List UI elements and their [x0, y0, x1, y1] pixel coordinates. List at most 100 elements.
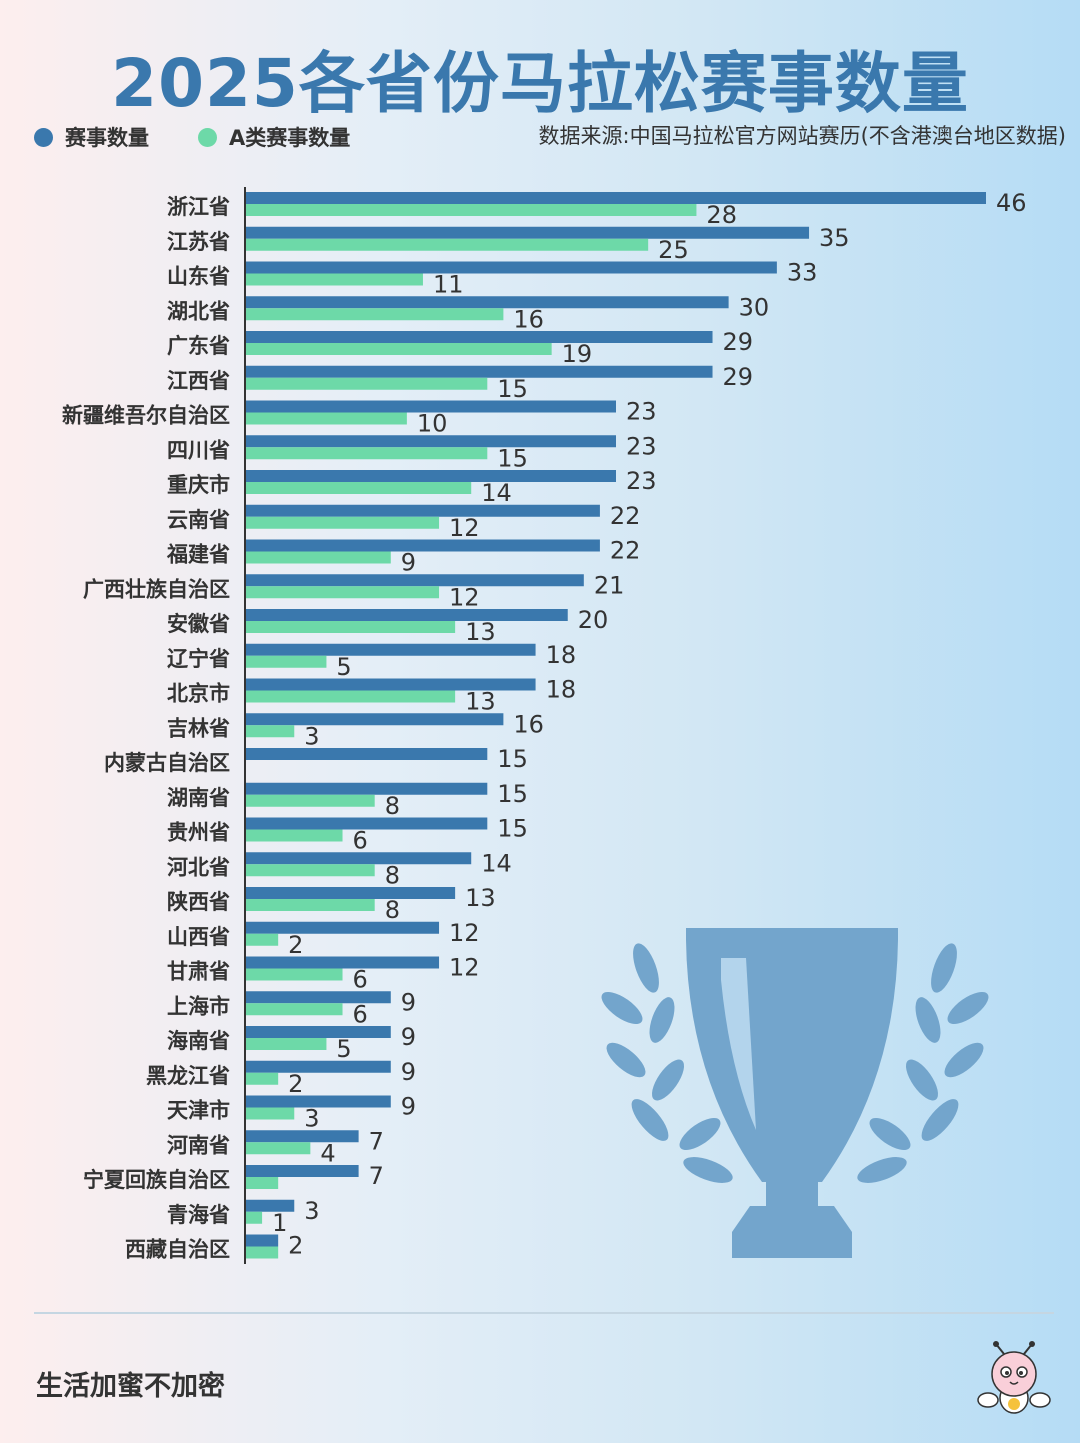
value-label-total: 29: [723, 363, 754, 391]
category-label: 云南省: [167, 508, 230, 532]
bar-total: [246, 713, 504, 726]
value-label-a-class: 15: [497, 444, 528, 472]
value-label-total: 13: [465, 884, 496, 912]
category-label: 西藏自治区: [125, 1238, 230, 1262]
value-label-a-class: 13: [465, 688, 496, 716]
value-label-total: 12: [449, 919, 480, 947]
bar-a-class: [246, 586, 440, 599]
value-label-total: 22: [610, 502, 641, 530]
value-label-total: 21: [594, 571, 625, 599]
bar-a-class: [246, 447, 488, 460]
category-label: 黑龙江省: [146, 1064, 230, 1088]
bar-total: [246, 1199, 295, 1212]
bar-a-class: [246, 794, 375, 807]
value-label-total: 18: [546, 676, 577, 704]
value-label-total: 9: [401, 1093, 416, 1121]
value-label-a-class: 2: [288, 931, 303, 959]
value-label-total: 23: [626, 467, 657, 495]
legend-item-a-class: A类赛事数量: [198, 122, 350, 152]
category-label: 重庆市: [167, 473, 230, 497]
footer-text: 生活加蜜不加密: [36, 1371, 225, 1402]
value-label-a-class: 3: [304, 1105, 319, 1133]
legend-label-a-class: A类赛事数量: [229, 126, 351, 150]
bar-a-class: [246, 1211, 263, 1224]
value-label-a-class: 14: [481, 479, 512, 507]
bar-a-class: [246, 551, 391, 564]
value-label-total: 9: [401, 1058, 416, 1086]
value-label-total: 29: [723, 328, 754, 356]
bar-a-class: [246, 655, 327, 668]
bar-total: [246, 1095, 391, 1108]
legend-dot-total: [34, 127, 53, 147]
value-label-a-class: 6: [353, 1000, 368, 1028]
bar-a-class: [246, 1177, 279, 1189]
legend-item-total: 赛事数量: [34, 122, 149, 152]
value-label-total: 3: [304, 1197, 319, 1225]
value-label-total: 35: [819, 224, 850, 252]
value-label-a-class: 3: [304, 722, 319, 750]
category-label: 广东省: [167, 334, 230, 358]
bar-a-class: [246, 1072, 279, 1085]
bar-a-class: [246, 1003, 343, 1016]
bar-a-class: [246, 899, 375, 911]
value-label-a-class: 6: [353, 827, 368, 855]
bar-total: [246, 470, 616, 482]
category-label: 山西省: [167, 925, 230, 949]
category-label: 吉林省: [167, 716, 230, 740]
value-label-a-class: 25: [658, 236, 689, 264]
category-label: 海南省: [167, 1029, 230, 1053]
bar-total: [246, 817, 488, 830]
bar-a-class: [246, 725, 295, 738]
value-label-a-class: 16: [513, 305, 544, 333]
bar-total: [246, 852, 472, 865]
bar-a-class: [246, 343, 552, 355]
bar-total: [246, 261, 777, 274]
bar-total: [246, 991, 391, 1004]
value-label-a-class: 10: [417, 410, 448, 438]
bar-total: [246, 782, 488, 795]
value-label-total: 20: [578, 606, 609, 634]
bar-a-class: [246, 204, 697, 216]
category-label: 内蒙古自治区: [104, 751, 230, 775]
legend-dot-a-class: [198, 127, 217, 147]
bar-a-class: [246, 621, 456, 633]
value-label-a-class: 5: [336, 653, 351, 681]
bar-a-class: [246, 308, 504, 321]
bar-total: [246, 296, 729, 309]
value-label-total: 22: [610, 537, 641, 565]
bar-a-class: [246, 864, 375, 877]
value-label-total: 7: [369, 1127, 384, 1155]
value-label-a-class: 11: [433, 271, 464, 299]
category-label: 江西省: [167, 369, 230, 393]
category-label: 辽宁省: [167, 647, 230, 671]
bar-a-class: [246, 273, 423, 286]
category-label: 四川省: [167, 438, 230, 462]
bar-total: [246, 574, 584, 587]
category-label: 广西壮族自治区: [83, 577, 230, 601]
value-label-total: 14: [481, 849, 512, 877]
data-source-note: 数据来源:中国马拉松官方网站赛历(不含港澳台地区数据): [538, 124, 1066, 148]
value-label-a-class: 12: [449, 583, 480, 611]
value-label-a-class: 5: [336, 1035, 351, 1063]
category-label: 湖南省: [167, 786, 230, 810]
bar-total: [246, 226, 810, 239]
category-label: 贵州省: [167, 821, 230, 845]
bar-total: [246, 400, 616, 413]
value-label-total: 15: [497, 745, 528, 773]
bar-total: [246, 192, 986, 204]
value-label-a-class: 19: [562, 340, 593, 368]
bar-a-class: [246, 377, 488, 390]
bar-total: [246, 435, 616, 448]
footer-divider: [34, 1312, 1054, 1314]
value-label-total: 46: [996, 189, 1027, 217]
bar-total: [246, 1234, 279, 1247]
value-label-total: 15: [497, 815, 528, 843]
bar-total: [246, 956, 440, 969]
legend-label-total: 赛事数量: [65, 126, 149, 150]
value-label-total: 23: [626, 398, 657, 426]
value-label-a-class: 2: [288, 1070, 303, 1098]
bar-a-class: [246, 412, 407, 425]
category-label: 陕西省: [167, 890, 230, 914]
category-label: 宁夏回族自治区: [83, 1168, 230, 1192]
value-label-total: 2: [288, 1232, 303, 1260]
